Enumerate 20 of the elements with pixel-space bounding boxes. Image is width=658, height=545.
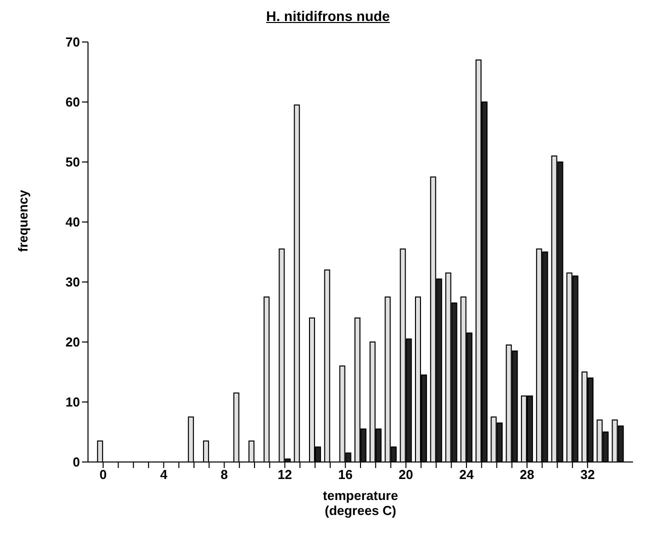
x-tick-label: 28 xyxy=(520,467,534,482)
y-tick-label: 10 xyxy=(66,394,80,410)
x-tick-label: 4 xyxy=(160,467,168,482)
x-tick-label: 16 xyxy=(338,467,353,482)
x-tick-label: 0 xyxy=(100,467,107,482)
x-tick-label: 20 xyxy=(398,467,414,482)
y-tick-label: 0 xyxy=(72,454,80,470)
y-tick-label: 70 xyxy=(66,34,80,50)
y-tick-label: 40 xyxy=(66,214,80,230)
x-tick-label: 8 xyxy=(220,467,228,482)
y-tick-label: 30 xyxy=(66,274,80,290)
x-axis-title: temperature (degrees C) xyxy=(322,488,398,518)
x-tick-label: 24 xyxy=(459,467,474,482)
y-tick-label: 20 xyxy=(66,334,80,350)
y-axis-title: frequency xyxy=(16,189,31,252)
chart-title: H. nitidifrons nude xyxy=(265,8,391,26)
y-tick-label: 60 xyxy=(66,94,80,110)
y-tick-label: 50 xyxy=(66,154,80,170)
x-tick-label: 32 xyxy=(580,467,595,482)
x-tick-label: 12 xyxy=(278,467,292,482)
